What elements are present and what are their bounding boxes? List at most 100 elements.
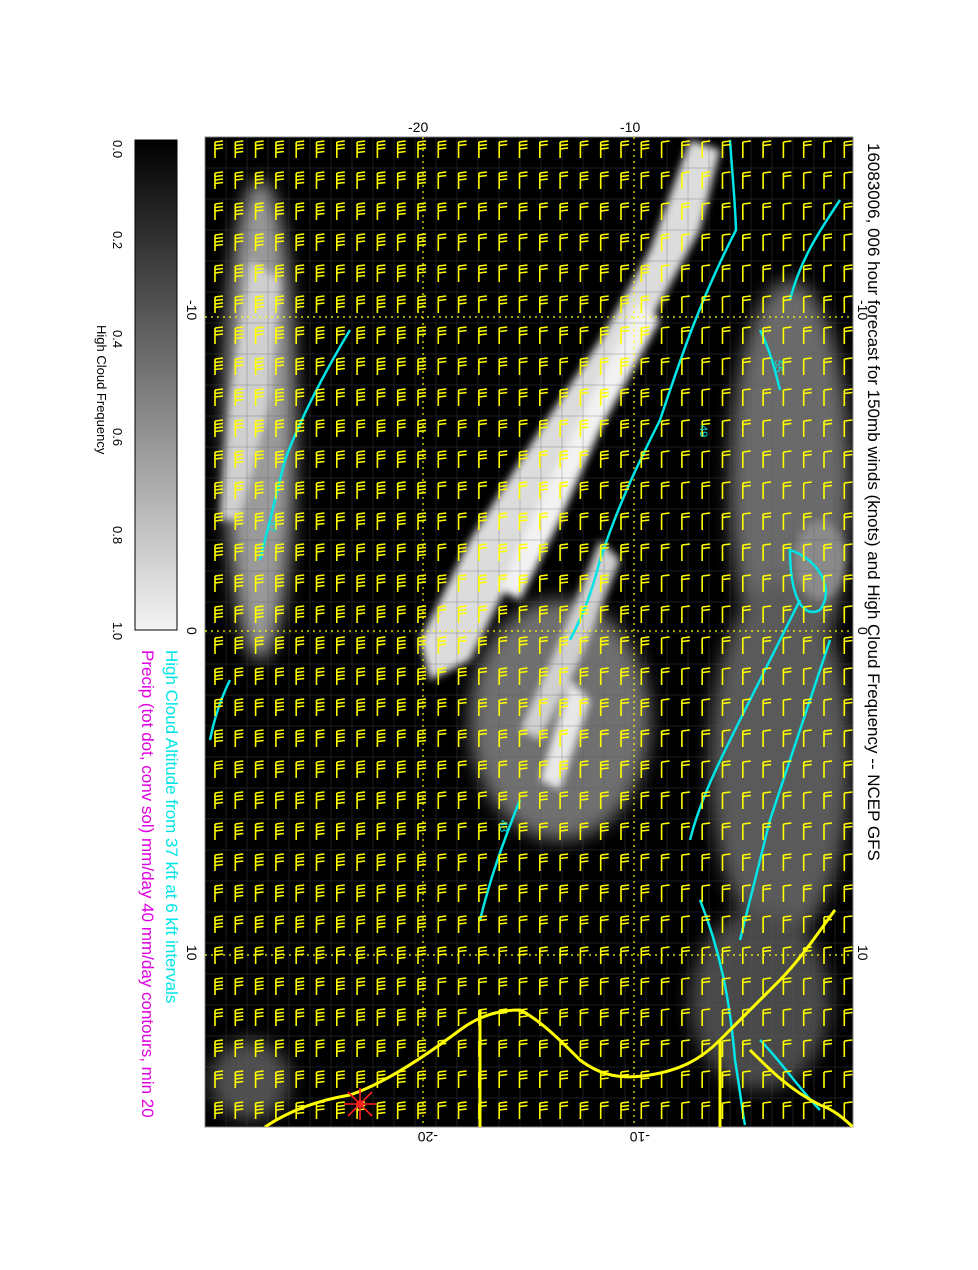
wind-barb — [335, 1008, 345, 1026]
wind-barb — [396, 605, 406, 623]
wind-barb — [802, 1039, 812, 1057]
wind-barb — [538, 357, 548, 375]
wind-barb — [681, 636, 690, 654]
wind-barb — [843, 946, 853, 964]
wind-barb — [295, 667, 305, 685]
wind-barb — [843, 295, 853, 313]
wind-barb — [457, 884, 467, 902]
wind-barb — [762, 853, 772, 871]
wind-barb — [741, 295, 751, 313]
right-tick-3: 10 — [855, 945, 871, 961]
wind-barb — [559, 977, 569, 995]
wind-barb — [275, 512, 284, 530]
wind-barb — [681, 295, 690, 313]
wind-barb — [498, 419, 508, 437]
wind-barb — [782, 791, 792, 809]
wind-barb — [417, 667, 427, 685]
wind-barb — [802, 915, 812, 933]
wind-barb — [599, 202, 609, 220]
wind-barb — [599, 946, 609, 964]
wind-barb — [640, 481, 650, 499]
wind-barb — [762, 295, 772, 313]
wind-barb — [356, 853, 366, 871]
left-tick-2: 0 — [184, 627, 200, 635]
wind-barb — [457, 388, 467, 406]
wind-barb — [295, 264, 305, 282]
wind-barb — [762, 140, 772, 158]
colorbar — [134, 139, 178, 631]
wind-barb — [356, 202, 366, 220]
wind-barb — [620, 171, 630, 189]
wind-barb — [721, 264, 731, 282]
wind-barb — [518, 760, 528, 778]
wind-barb — [437, 543, 447, 561]
wind-barb — [559, 1101, 569, 1119]
wind-barb — [741, 264, 751, 282]
wind-barb — [295, 450, 305, 468]
wind-barb — [701, 915, 711, 933]
wind-barb — [762, 605, 772, 623]
wind-barb — [478, 605, 487, 623]
wind-barb — [823, 574, 833, 592]
wind-barb — [660, 202, 670, 220]
wind-barb — [437, 171, 447, 189]
wind-barb — [599, 1101, 609, 1119]
wind-barb — [376, 1070, 386, 1088]
wind-barb — [660, 1101, 670, 1119]
wind-barb — [254, 295, 264, 313]
wind-barb — [396, 450, 406, 468]
colorbar-ticks: 0.0 0.2 0.4 0.6 0.8 1.0 — [110, 140, 125, 640]
wind-barb — [681, 264, 690, 282]
wind-barb — [518, 977, 528, 995]
wind-barb — [762, 977, 772, 995]
wind-barb — [498, 760, 508, 778]
wind-barb — [437, 729, 447, 747]
wind-barb — [275, 1070, 284, 1088]
wind-barb — [478, 760, 487, 778]
wind-barb — [620, 791, 630, 809]
contour-coast — [759, 1039, 821, 1111]
wind-barb — [559, 667, 569, 685]
wind-barb — [599, 853, 609, 871]
wind-barb — [681, 853, 690, 871]
wind-barb — [721, 1101, 731, 1119]
wind-barb — [356, 884, 366, 902]
wind-barb — [396, 884, 406, 902]
wind-barb — [457, 264, 467, 282]
wind-barb — [478, 698, 487, 716]
wind-barb — [376, 915, 386, 933]
wind-barb — [498, 791, 508, 809]
wind-barb — [396, 853, 406, 871]
wind-barb — [518, 140, 528, 158]
wind-barb — [254, 264, 264, 282]
wind-barb — [660, 1008, 670, 1026]
wind-barb — [356, 667, 366, 685]
wind-barb — [498, 574, 508, 592]
wind-barb — [823, 698, 833, 716]
wind-barb — [254, 698, 264, 716]
wind-barb — [254, 357, 264, 375]
wind-barb — [295, 791, 305, 809]
wind-barb — [620, 202, 630, 220]
wind-barb — [275, 760, 284, 778]
wind-barb — [681, 698, 690, 716]
wind-barb — [640, 667, 650, 685]
wind-barb — [701, 636, 711, 654]
wind-barb — [518, 450, 528, 468]
wind-barb — [823, 636, 833, 654]
wind-barb — [376, 1008, 386, 1026]
wind-barb — [741, 481, 751, 499]
wind-barb — [254, 326, 264, 344]
wind-barb — [417, 543, 427, 561]
wind-barb — [843, 419, 853, 437]
wind-barb — [376, 853, 386, 871]
wind-barb — [701, 760, 711, 778]
wind-barb — [843, 450, 853, 468]
wind-barb — [335, 729, 345, 747]
wind-barb — [599, 419, 609, 437]
wind-barb — [234, 326, 244, 344]
wind-barb — [802, 698, 812, 716]
wind-barb — [701, 1101, 711, 1119]
wind-barb — [295, 295, 305, 313]
wind-barb — [518, 326, 528, 344]
